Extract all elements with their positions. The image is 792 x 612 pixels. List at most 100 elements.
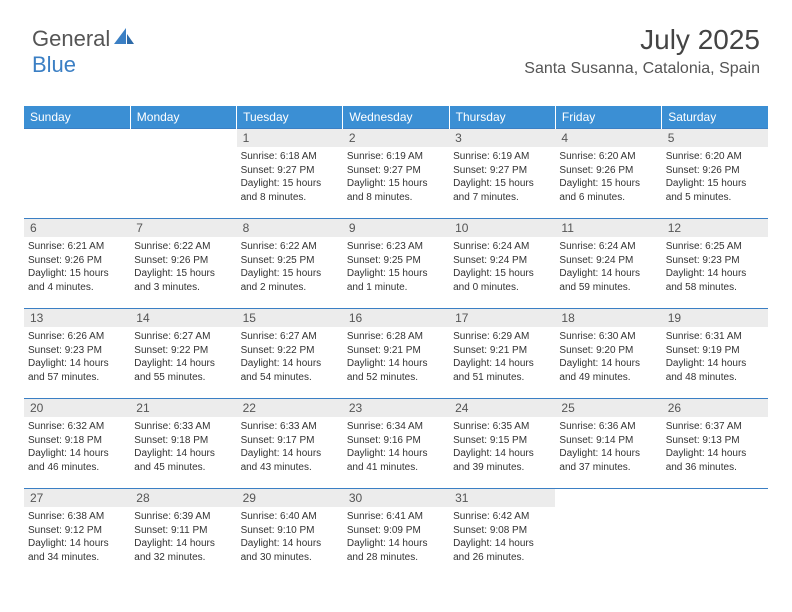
weekday-header: Wednesday [343, 106, 449, 129]
daylight-text: Daylight: 14 hours and 52 minutes. [347, 357, 445, 384]
month-title: July 2025 [524, 24, 760, 56]
calendar-body: 1Sunrise: 6:18 AMSunset: 9:27 PMDaylight… [24, 129, 768, 579]
day-details: Sunrise: 6:19 AMSunset: 9:27 PMDaylight:… [343, 147, 449, 208]
daylight-text: Daylight: 14 hours and 26 minutes. [453, 537, 551, 564]
day-number: 11 [555, 219, 661, 237]
sunset-text: Sunset: 9:26 PM [28, 254, 126, 268]
sunset-text: Sunset: 9:12 PM [28, 524, 126, 538]
calendar-day-cell: 7Sunrise: 6:22 AMSunset: 9:26 PMDaylight… [130, 219, 236, 309]
sunrise-text: Sunrise: 6:27 AM [134, 330, 232, 344]
daylight-text: Daylight: 14 hours and 54 minutes. [241, 357, 339, 384]
sunrise-text: Sunrise: 6:23 AM [347, 240, 445, 254]
calendar-day-cell: 12Sunrise: 6:25 AMSunset: 9:23 PMDayligh… [662, 219, 768, 309]
day-number: 17 [449, 309, 555, 327]
daylight-text: Daylight: 14 hours and 45 minutes. [134, 447, 232, 474]
daylight-text: Daylight: 15 hours and 6 minutes. [559, 177, 657, 204]
sunrise-text: Sunrise: 6:30 AM [559, 330, 657, 344]
weekday-header: Monday [130, 106, 236, 129]
day-number: 9 [343, 219, 449, 237]
day-number: 5 [662, 129, 768, 147]
calendar-day-cell: 20Sunrise: 6:32 AMSunset: 9:18 PMDayligh… [24, 399, 130, 489]
day-number: 14 [130, 309, 236, 327]
day-details: Sunrise: 6:28 AMSunset: 9:21 PMDaylight:… [343, 327, 449, 388]
brand-part2: Blue [32, 52, 76, 77]
sunset-text: Sunset: 9:26 PM [666, 164, 764, 178]
day-number: 29 [237, 489, 343, 507]
weekday-header-row: Sunday Monday Tuesday Wednesday Thursday… [24, 106, 768, 129]
sunrise-text: Sunrise: 6:38 AM [28, 510, 126, 524]
day-number: 15 [237, 309, 343, 327]
day-number: 27 [24, 489, 130, 507]
daylight-text: Daylight: 14 hours and 55 minutes. [134, 357, 232, 384]
sunset-text: Sunset: 9:18 PM [134, 434, 232, 448]
sunset-text: Sunset: 9:21 PM [347, 344, 445, 358]
day-number: 8 [237, 219, 343, 237]
day-details: Sunrise: 6:33 AMSunset: 9:17 PMDaylight:… [237, 417, 343, 478]
day-number: 21 [130, 399, 236, 417]
sunrise-text: Sunrise: 6:31 AM [666, 330, 764, 344]
daylight-text: Daylight: 14 hours and 58 minutes. [666, 267, 764, 294]
day-details: Sunrise: 6:29 AMSunset: 9:21 PMDaylight:… [449, 327, 555, 388]
day-details: Sunrise: 6:21 AMSunset: 9:26 PMDaylight:… [24, 237, 130, 298]
daylight-text: Daylight: 15 hours and 7 minutes. [453, 177, 551, 204]
calendar-day-cell: 1Sunrise: 6:18 AMSunset: 9:27 PMDaylight… [237, 129, 343, 219]
day-number: 22 [237, 399, 343, 417]
calendar-table: Sunday Monday Tuesday Wednesday Thursday… [24, 106, 768, 579]
daylight-text: Daylight: 14 hours and 39 minutes. [453, 447, 551, 474]
calendar-day-cell: 23Sunrise: 6:34 AMSunset: 9:16 PMDayligh… [343, 399, 449, 489]
daylight-text: Daylight: 14 hours and 49 minutes. [559, 357, 657, 384]
sunrise-text: Sunrise: 6:33 AM [241, 420, 339, 434]
calendar-day-cell: 19Sunrise: 6:31 AMSunset: 9:19 PMDayligh… [662, 309, 768, 399]
day-number [24, 129, 130, 147]
weekday-header: Sunday [24, 106, 130, 129]
daylight-text: Daylight: 15 hours and 1 minute. [347, 267, 445, 294]
calendar-day-cell: 27Sunrise: 6:38 AMSunset: 9:12 PMDayligh… [24, 489, 130, 579]
day-details: Sunrise: 6:38 AMSunset: 9:12 PMDaylight:… [24, 507, 130, 568]
sunset-text: Sunset: 9:25 PM [347, 254, 445, 268]
sunrise-text: Sunrise: 6:25 AM [666, 240, 764, 254]
calendar-day-cell: 28Sunrise: 6:39 AMSunset: 9:11 PMDayligh… [130, 489, 236, 579]
daylight-text: Daylight: 15 hours and 3 minutes. [134, 267, 232, 294]
calendar-day-cell: 30Sunrise: 6:41 AMSunset: 9:09 PMDayligh… [343, 489, 449, 579]
sunrise-text: Sunrise: 6:36 AM [559, 420, 657, 434]
sunset-text: Sunset: 9:14 PM [559, 434, 657, 448]
day-number: 19 [662, 309, 768, 327]
day-details: Sunrise: 6:20 AMSunset: 9:26 PMDaylight:… [662, 147, 768, 208]
sunrise-text: Sunrise: 6:28 AM [347, 330, 445, 344]
day-details: Sunrise: 6:41 AMSunset: 9:09 PMDaylight:… [343, 507, 449, 568]
day-number: 1 [237, 129, 343, 147]
calendar-week-row: 13Sunrise: 6:26 AMSunset: 9:23 PMDayligh… [24, 309, 768, 399]
weekday-header: Friday [555, 106, 661, 129]
sunset-text: Sunset: 9:16 PM [347, 434, 445, 448]
calendar-day-cell: 2Sunrise: 6:19 AMSunset: 9:27 PMDaylight… [343, 129, 449, 219]
day-details: Sunrise: 6:18 AMSunset: 9:27 PMDaylight:… [237, 147, 343, 208]
sunrise-text: Sunrise: 6:34 AM [347, 420, 445, 434]
sunrise-text: Sunrise: 6:21 AM [28, 240, 126, 254]
calendar-day-cell: 16Sunrise: 6:28 AMSunset: 9:21 PMDayligh… [343, 309, 449, 399]
sunset-text: Sunset: 9:25 PM [241, 254, 339, 268]
sunrise-text: Sunrise: 6:26 AM [28, 330, 126, 344]
calendar-day-cell: 26Sunrise: 6:37 AMSunset: 9:13 PMDayligh… [662, 399, 768, 489]
sunrise-text: Sunrise: 6:19 AM [453, 150, 551, 164]
calendar-week-row: 27Sunrise: 6:38 AMSunset: 9:12 PMDayligh… [24, 489, 768, 579]
calendar-day-cell: 11Sunrise: 6:24 AMSunset: 9:24 PMDayligh… [555, 219, 661, 309]
sunset-text: Sunset: 9:22 PM [134, 344, 232, 358]
calendar-day-cell: 4Sunrise: 6:20 AMSunset: 9:26 PMDaylight… [555, 129, 661, 219]
calendar-day-cell [555, 489, 661, 579]
weekday-header: Saturday [662, 106, 768, 129]
daylight-text: Daylight: 14 hours and 28 minutes. [347, 537, 445, 564]
sunset-text: Sunset: 9:24 PM [453, 254, 551, 268]
sunrise-text: Sunrise: 6:41 AM [347, 510, 445, 524]
daylight-text: Daylight: 14 hours and 51 minutes. [453, 357, 551, 384]
sunset-text: Sunset: 9:22 PM [241, 344, 339, 358]
day-number: 13 [24, 309, 130, 327]
day-number: 28 [130, 489, 236, 507]
calendar-day-cell: 10Sunrise: 6:24 AMSunset: 9:24 PMDayligh… [449, 219, 555, 309]
day-details: Sunrise: 6:24 AMSunset: 9:24 PMDaylight:… [555, 237, 661, 298]
day-number: 20 [24, 399, 130, 417]
sunrise-text: Sunrise: 6:29 AM [453, 330, 551, 344]
weekday-header: Thursday [449, 106, 555, 129]
day-details: Sunrise: 6:26 AMSunset: 9:23 PMDaylight:… [24, 327, 130, 388]
sunset-text: Sunset: 9:27 PM [453, 164, 551, 178]
day-number [662, 489, 768, 507]
